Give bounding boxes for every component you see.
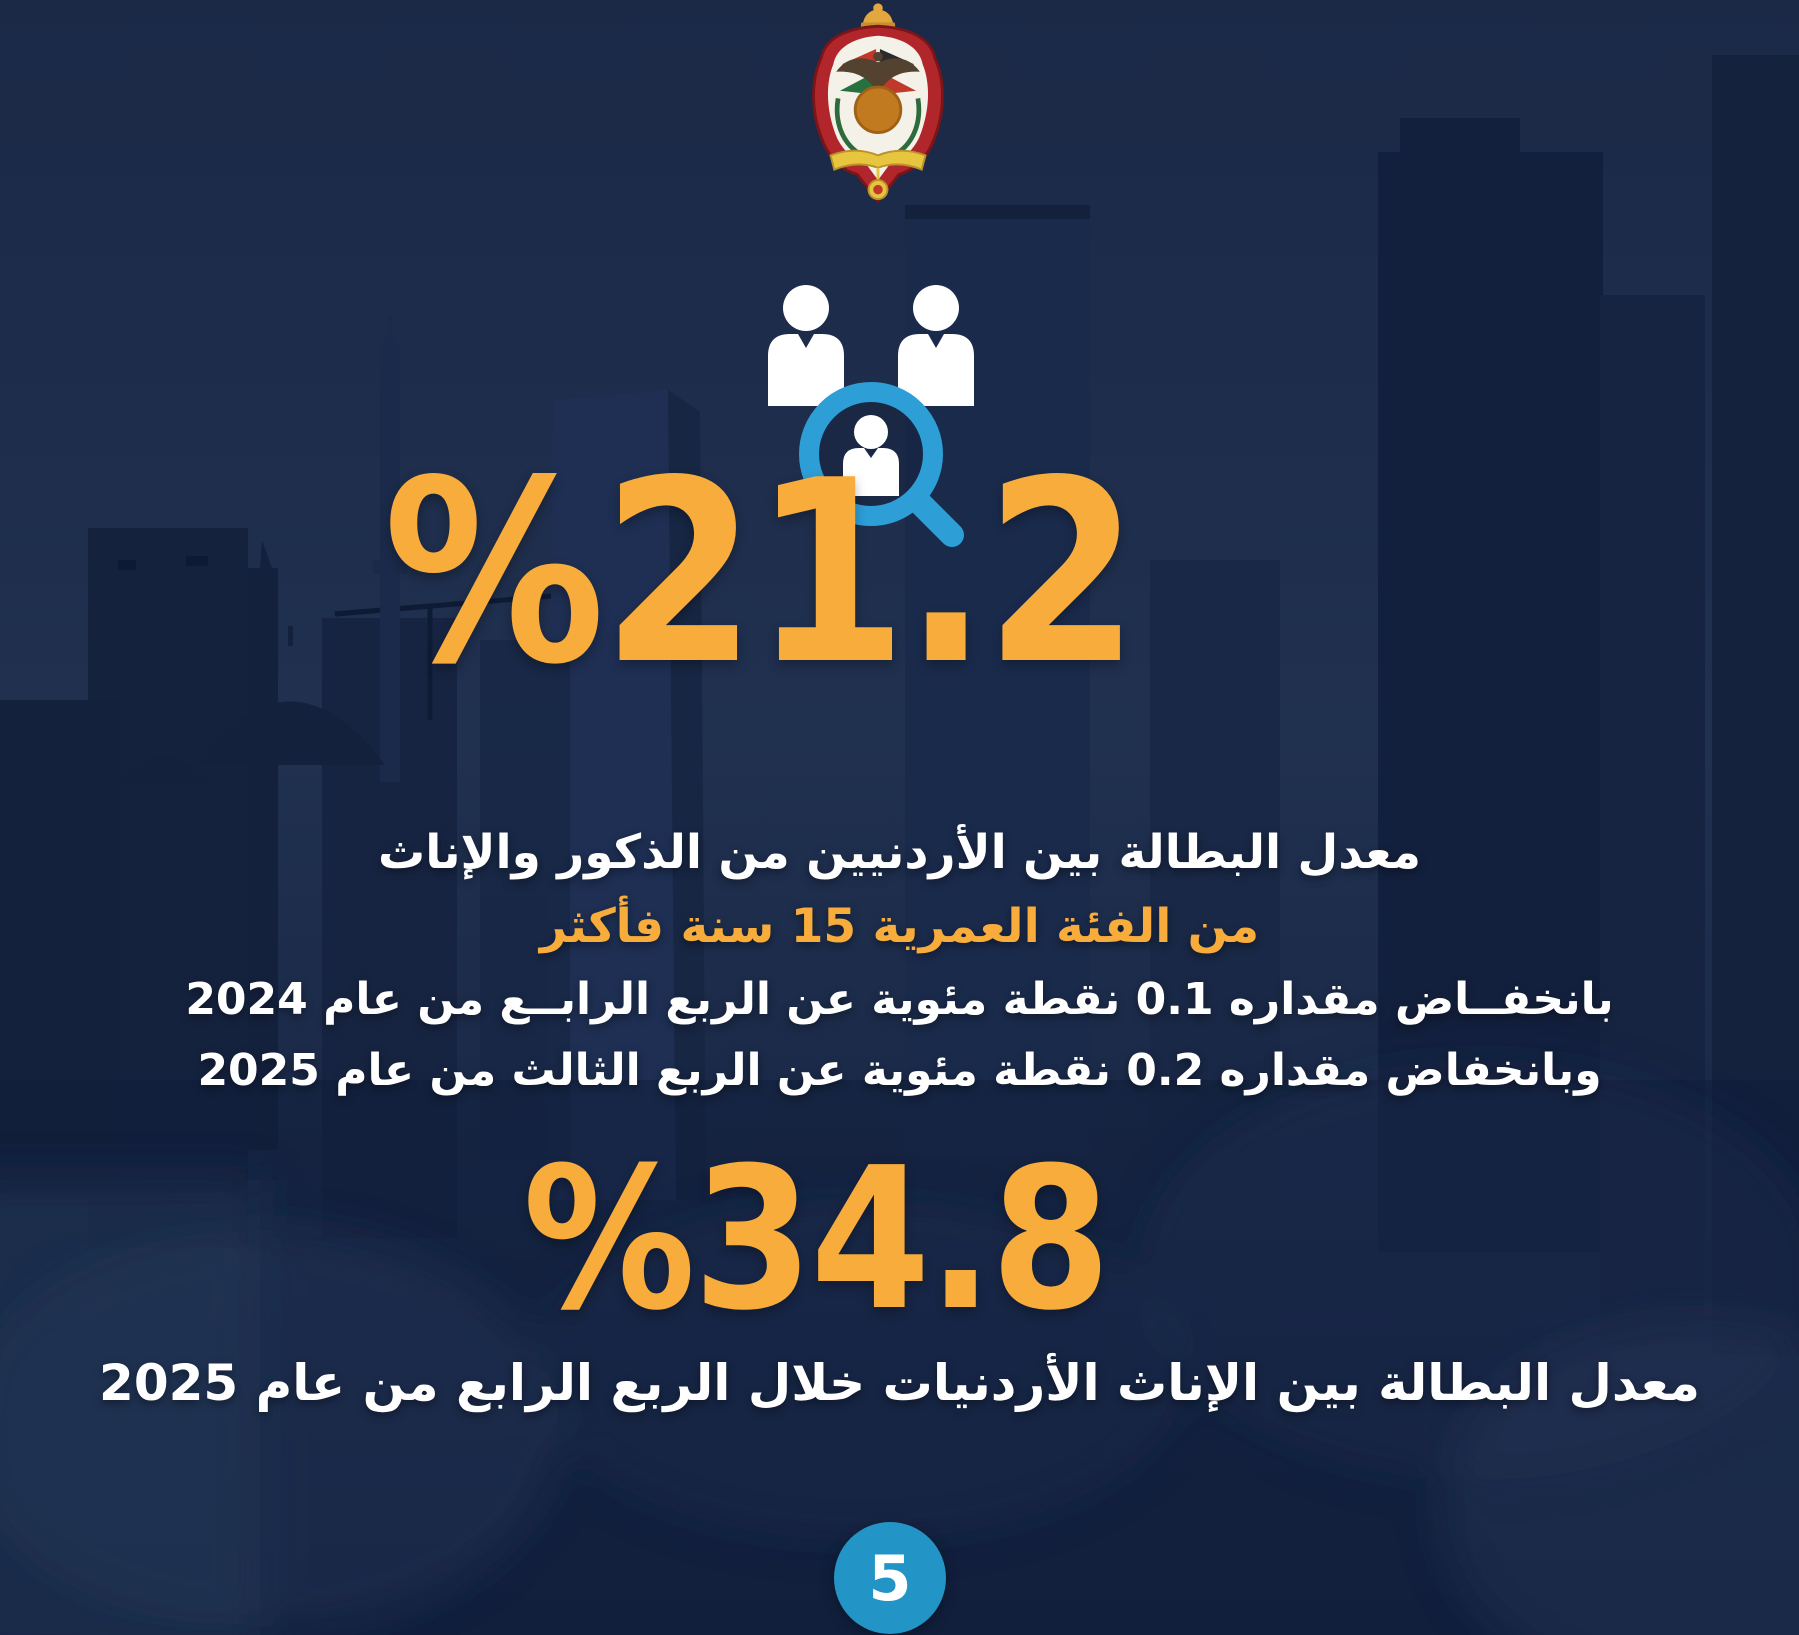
- people-search-icon: [768, 285, 974, 547]
- jordan-coat-of-arms-icon: [812, 3, 944, 204]
- secondary-stat-value: %34.8: [522, 1126, 1111, 1354]
- primary-stat-caption-line4: وبانخفاض مقداره 0.2 نقطة مئوية عن الربع …: [197, 1045, 1602, 1096]
- page-number: 5: [868, 1541, 912, 1615]
- person-icons: [768, 285, 974, 406]
- primary-stat-caption-line3: بانخفــاض مقداره 0.1 نقطة مئوية عن الربع…: [185, 974, 1614, 1025]
- primary-stat-caption-line1: معدل البطالة بين الأردنيين من الذكور وال…: [378, 825, 1421, 880]
- secondary-stat-caption: معدل البطالة بين الإناث الأردنيات خلال ا…: [99, 1354, 1700, 1412]
- primary-stat-value: %21.2: [383, 427, 1139, 720]
- page-number-badge: 5: [834, 1522, 946, 1634]
- magnifier-icon: [799, 382, 964, 547]
- primary-stat-caption-highlight: من الفئة العمرية 15 سنة فأكثر: [539, 899, 1260, 954]
